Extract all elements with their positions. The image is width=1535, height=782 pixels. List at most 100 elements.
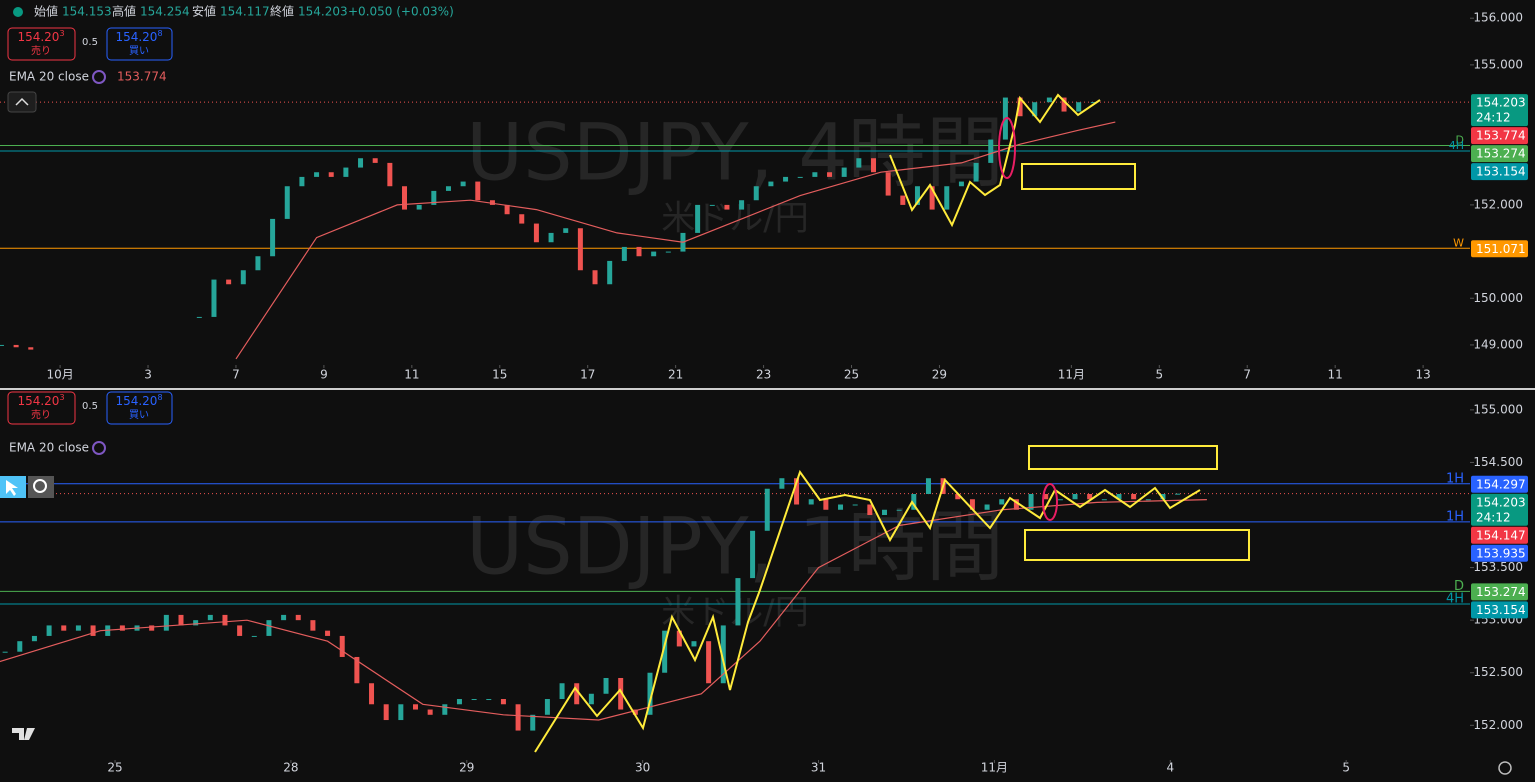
watermark-subtitle: 米ドル/円: [661, 199, 808, 239]
candle: [1131, 493, 1137, 500]
box: [1021, 163, 1136, 190]
x-tick-label: 15: [492, 368, 507, 382]
candle: [0, 344, 4, 346]
x-tick-label: 29: [932, 368, 947, 382]
candle: [310, 620, 316, 631]
candle: [1087, 493, 1093, 500]
price-tag: [1471, 583, 1528, 601]
candle: [1101, 499, 1107, 501]
price: 154.20: [17, 30, 59, 44]
y-tick-label: 154.500: [1473, 455, 1523, 469]
buy-label: 買い: [129, 45, 149, 57]
candle: [90, 625, 96, 636]
y-tick-label: 152.000: [1473, 718, 1523, 732]
candle: [387, 162, 393, 187]
sell-button[interactable]: [7, 391, 76, 425]
x-tick-label: 7: [1243, 368, 1251, 382]
candle: [314, 172, 320, 177]
candle: [764, 488, 770, 531]
candle: [544, 699, 550, 715]
price-tag-label: 153.154: [1476, 603, 1526, 617]
buy-button[interactable]: [106, 27, 173, 61]
x-tick-label: 13: [1415, 368, 1430, 382]
price-tag-label: 153.274: [1476, 147, 1526, 161]
price: 154.20: [115, 394, 157, 408]
price-tag: [1471, 544, 1528, 562]
candle: [621, 246, 627, 261]
candle: [46, 625, 52, 636]
level-label: W: [1453, 236, 1464, 249]
candle: [618, 677, 624, 710]
ellipse: [998, 117, 1016, 179]
candle: [852, 504, 858, 506]
price-tag-label: 154.203: [1476, 96, 1526, 110]
candle: [1061, 97, 1067, 112]
candle: [442, 704, 448, 715]
candle: [119, 625, 125, 631]
drawings: [534, 93, 1250, 753]
candle: [281, 614, 287, 621]
candle: [222, 614, 228, 626]
x-tick-label: 11: [1328, 368, 1343, 382]
candle: [237, 625, 243, 636]
x-tick-label: 3: [144, 368, 152, 382]
x-tick-label: 17: [580, 368, 595, 382]
candle: [973, 162, 979, 182]
candle: [709, 204, 715, 206]
level-label: 4H: [1446, 591, 1464, 606]
candle: [1090, 102, 1096, 104]
sell-price: 154.203: [17, 29, 64, 44]
candle: [735, 578, 741, 626]
candle: [724, 204, 730, 210]
candle: [343, 167, 349, 177]
price-tag-label: 153.935: [1476, 546, 1526, 560]
candle: [1028, 493, 1034, 510]
candle: [647, 672, 653, 715]
candle: [662, 630, 668, 673]
candle: [944, 186, 950, 210]
candle: [706, 641, 712, 684]
price-tag: [1471, 94, 1528, 127]
candle: [530, 714, 536, 731]
pip: 8: [157, 393, 162, 402]
ohlc-change: +0.050 (+0.03%): [348, 5, 454, 19]
legend-name: EMA 20 close: [9, 70, 89, 84]
candle: [929, 186, 935, 210]
candle: [193, 620, 199, 626]
x-tick-label: 11月: [981, 761, 1008, 775]
candle: [1160, 493, 1166, 500]
sell-button[interactable]: [7, 27, 76, 61]
level-label: 1H: [1446, 471, 1464, 486]
candle: [691, 641, 697, 647]
price-tag: [1471, 163, 1528, 181]
candle: [885, 172, 891, 196]
legend-icon: [92, 70, 106, 84]
candle: [1017, 97, 1023, 117]
candle: [856, 158, 862, 168]
zoom-tool[interactable]: [28, 476, 54, 498]
candle: [592, 270, 598, 285]
candle: [984, 504, 990, 510]
price-tag: [1471, 145, 1528, 163]
price-tag-label: 154.147: [1476, 528, 1526, 542]
candle: [226, 279, 232, 285]
x-tick-label: 10月: [46, 368, 73, 382]
price-tag-label: 24:12: [1476, 510, 1511, 524]
ui-layer: 始値 154.153 高値 154.254 安値 154.117 終値 154.203 +0.0…: [0, 4, 1523, 775]
settings[interactable]: [1498, 761, 1512, 775]
candle: [958, 181, 964, 187]
buy-price: 154.208: [115, 393, 162, 408]
candle: [328, 172, 334, 177]
candle: [486, 699, 492, 701]
candle: [163, 614, 169, 631]
buy-button[interactable]: [106, 391, 173, 425]
candle: [720, 625, 726, 684]
candle: [489, 200, 495, 205]
candle: [295, 614, 301, 621]
candle: [665, 251, 671, 253]
legend-name: EMA 20 close: [9, 441, 89, 455]
collapse-button[interactable]: [7, 91, 37, 113]
candle: [779, 478, 785, 489]
x-tick-label: 25: [107, 761, 122, 775]
candle: [563, 228, 569, 233]
